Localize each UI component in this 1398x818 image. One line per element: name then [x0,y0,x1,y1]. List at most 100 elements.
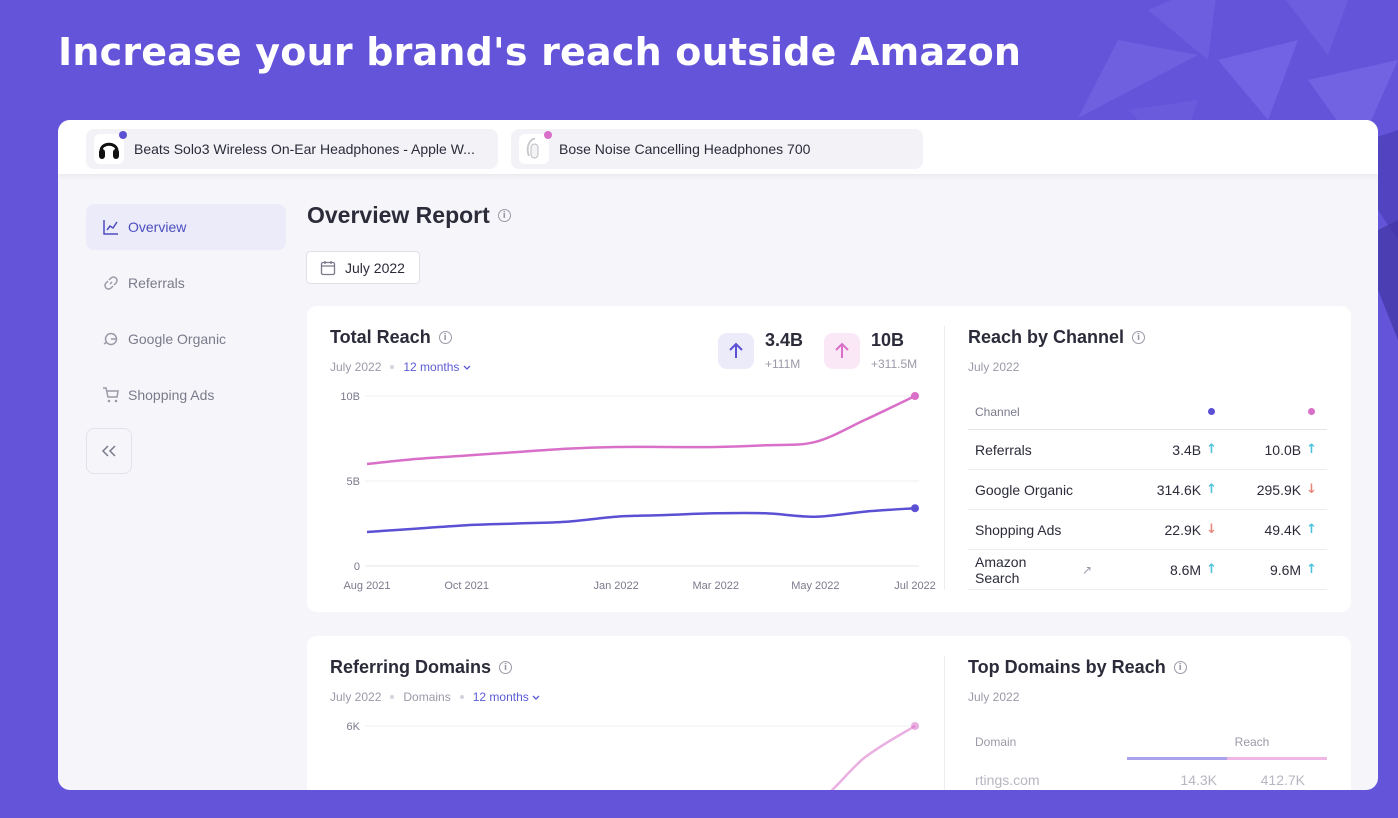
y-tick-label: 6K [347,721,361,733]
channel-label: Shopping Ads [975,521,1062,538]
external-link-icon[interactable]: ↗ [1081,562,1092,577]
channel-name: Shopping Ads [975,522,1092,538]
channel-name: Referrals [975,442,1092,458]
sidebar-item-google-organic[interactable]: Google Organic [86,316,286,362]
table-row[interactable]: Amazon Search ↗ 8.6M ↑ 9.6M ↑ [968,550,1327,590]
trend-up-icon: ↑ [1206,562,1217,577]
page-title-text: Overview Report [307,202,490,228]
date-picker-button[interactable]: July 2022 [306,251,420,284]
series-line-1 [830,724,916,790]
value: 314.6K [1156,481,1202,498]
arrow-up-icon [824,332,860,369]
info-icon[interactable]: i [497,209,511,222]
column-header-series2 [1217,408,1327,415]
chart-line-icon [103,220,118,235]
separator-dot [459,695,464,699]
sidebar-item-label: Shopping Ads [128,387,215,403]
trend-up-icon: ↑ [1306,442,1317,457]
column-header-reach: Reach [1234,735,1270,749]
referring-domains-chart: 6K [347,721,919,790]
google-icon [103,332,118,346]
channel-name: Google Organic [975,482,1092,498]
chevron-down-icon [463,365,471,370]
total-reach-title: Total Reach i [330,327,452,348]
value: 22.9K [1164,521,1202,538]
channel-label: Google Organic [975,481,1074,498]
total-reach-chart: 10B 5B 0 Aug 2021 Oct 2021 Jan 2022 Mar 2022 Ma… [340,391,935,592]
sidebar-item-overview[interactable]: Overview [86,204,286,250]
card-divider [944,656,945,790]
info-icon[interactable]: i [1132,331,1146,344]
calendar-icon [320,260,336,275]
app-window: Beats Solo3 Wireless On-Ear Headphones -… [58,120,1378,790]
top-domains-period: July 2022 [968,690,1020,704]
total-reach-card: Total Reach i July 2022 12 months 3.4B +… [307,306,1351,612]
range-label: 12 months [403,360,460,374]
channel-name: Amazon Search ↗ [975,554,1092,586]
headphones-white-icon [519,131,552,164]
series-end-point-2[interactable] [911,392,919,400]
range-dropdown[interactable]: 12 months [473,690,540,704]
kpi-series1: 3.4B +111M [718,330,803,371]
trend-up-icon: ↑ [1206,442,1217,457]
info-icon[interactable]: i [438,331,452,344]
reach-by-channel-title-text: Reach by Channel [968,327,1125,347]
collapse-sidebar-button[interactable] [86,428,132,474]
link-icon [104,276,118,290]
headline: Increase your brand's reach outside Amaz… [58,30,1022,74]
sidebar: Overview Referrals Google Organic [86,204,286,474]
trend-up-icon: ↑ [1206,482,1217,497]
referring-domains-subtitle: July 2022 Domains 12 months [330,690,540,704]
metric-label: Domains [403,690,451,704]
trend-up-icon: ↑ [1306,522,1317,537]
value: 10.0B [1264,441,1302,458]
series-end-point-1[interactable] [911,504,919,513]
page-title: Overview Report i [307,202,511,229]
channel-value-series1: 314.6K ↑ [1092,482,1217,498]
kpi-delta: +311.5M [871,357,918,371]
channel-value-series2: 49.4K ↑ [1217,522,1327,538]
kpi-series2: 10B +311.5M [824,330,917,371]
table-row[interactable]: rtings.com 14.3K 412.7K [968,760,1327,790]
trend-down-icon: ↓ [1306,482,1317,497]
product-name: Bose Noise Cancelling Headphones 700 [559,141,811,157]
y-tick-label: 10B [340,391,360,403]
column-header-channel: Channel [975,404,1020,419]
domain-name: rtings.com [975,772,1040,788]
sidebar-item-referrals[interactable]: Referrals [86,260,286,306]
product-color-dot [119,131,127,139]
info-icon[interactable]: i [499,661,513,674]
series-end-point-1[interactable] [911,722,919,730]
column-header-domain: Domain [975,735,1017,749]
reach-value: 412.7K [1260,772,1305,788]
kpi-value: 10B [871,330,905,350]
product-chip-beats[interactable]: Beats Solo3 Wireless On-Ear Headphones -… [86,129,498,169]
channel-label: Amazon Search [975,553,1027,586]
product-chip-bose[interactable]: Bose Noise Cancelling Headphones 700 [511,129,923,169]
top-domains-title: Top Domains by Reach i [968,657,1187,678]
kpi-delta: +111M [765,357,801,371]
chevron-down-icon [532,695,540,700]
total-reach-subtitle: July 2022 12 months [330,360,471,374]
period-label: July 2022 [330,360,382,374]
arrow-up-icon [718,332,754,369]
range-dropdown[interactable]: 12 months [403,360,471,374]
column-header-series1 [1092,408,1217,415]
table-header: Domain Reach [968,724,1327,760]
channel-value-series1: 8.6M ↑ [1092,562,1217,578]
channel-label: Referrals [975,441,1032,458]
cart-icon [103,387,119,403]
sidebar-item-shopping-ads[interactable]: Shopping Ads [86,372,286,418]
double-chevron-left-icon [101,445,116,457]
info-icon[interactable]: i [1173,661,1187,674]
referring-domains-title: Referring Domains i [330,657,513,678]
reach-by-channel-table: Channel Referrals 3.4B ↑ 10.0B ↑ Google Organ… [968,394,1327,590]
channel-value-series2: 9.6M ↑ [1217,562,1327,578]
channel-value-series2: 10.0B ↑ [1217,442,1327,458]
series-line-2 [366,394,916,466]
table-row[interactable]: Shopping Ads 22.9K ↓ 49.4K ↑ [968,510,1327,550]
reach-by-channel-period: July 2022 [968,360,1020,374]
table-row[interactable]: Google Organic 314.6K ↑ 295.9K ↓ [968,470,1327,510]
table-row[interactable]: Referrals 3.4B ↑ 10.0B ↑ [968,430,1327,470]
channel-value-series2: 295.9K ↓ [1217,482,1327,498]
